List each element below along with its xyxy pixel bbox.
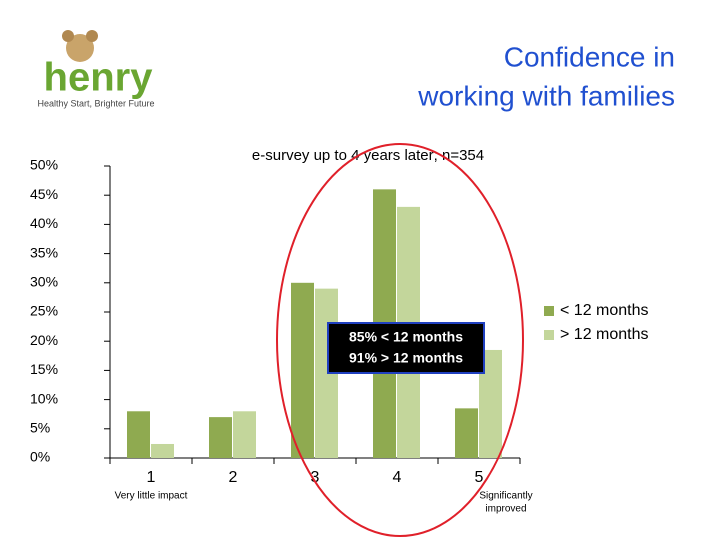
bar bbox=[209, 417, 232, 458]
bear-icon bbox=[66, 34, 94, 62]
y-tick-label: 20% bbox=[30, 332, 58, 348]
bar bbox=[233, 411, 256, 458]
legend-swatch bbox=[544, 306, 554, 316]
y-tick-label: 40% bbox=[30, 215, 58, 231]
logo-name: henry bbox=[44, 56, 154, 100]
chart-subtitle: e-survey up to 4 years later; n=354 bbox=[252, 147, 484, 164]
x-tick-label: 5 bbox=[475, 469, 484, 486]
x-note: Significantly bbox=[479, 491, 532, 502]
bar bbox=[479, 349, 502, 458]
y-tick-label: 5% bbox=[30, 420, 50, 436]
legend-swatch bbox=[544, 330, 554, 340]
y-tick-label: 50% bbox=[30, 157, 58, 173]
x-tick-label: 1 bbox=[147, 469, 156, 486]
annotation: 91% > 12 months bbox=[349, 350, 463, 366]
annotation-box bbox=[327, 322, 485, 374]
x-tick-label: 2 bbox=[229, 469, 238, 486]
logo: henry Healthy Start, Brighter Future bbox=[37, 30, 155, 108]
bear-ear bbox=[62, 30, 74, 42]
bear-ear bbox=[86, 30, 98, 42]
chart-title: working with families bbox=[417, 80, 675, 111]
logo-tagline: Healthy Start, Brighter Future bbox=[37, 98, 154, 108]
legend-label: > 12 months bbox=[560, 326, 649, 343]
bar bbox=[455, 408, 478, 458]
bar bbox=[291, 282, 314, 458]
x-note: Very little impact bbox=[115, 491, 188, 502]
y-tick-label: 35% bbox=[30, 244, 58, 260]
legend-label: < 12 months bbox=[560, 302, 649, 319]
y-tick-label: 0% bbox=[30, 449, 50, 465]
x-tick-label: 3 bbox=[311, 469, 320, 486]
y-tick-label: 10% bbox=[30, 390, 58, 406]
x-tick-label: 4 bbox=[393, 469, 402, 486]
bar bbox=[151, 443, 174, 458]
y-tick-label: 15% bbox=[30, 361, 58, 377]
highlight-ellipse bbox=[276, 143, 524, 537]
x-note: improved bbox=[485, 504, 526, 515]
annotation: 85% < 12 months bbox=[349, 329, 463, 345]
chart-title: Confidence in bbox=[504, 41, 675, 72]
y-tick-label: 45% bbox=[30, 186, 58, 202]
y-tick-label: 25% bbox=[30, 303, 58, 319]
y-tick-label: 30% bbox=[30, 274, 58, 290]
bar bbox=[127, 411, 150, 458]
